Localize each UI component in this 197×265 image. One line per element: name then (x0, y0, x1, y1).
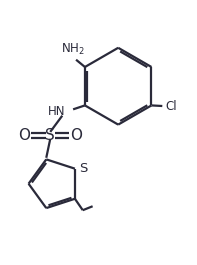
Text: S: S (79, 162, 88, 175)
Text: O: O (18, 128, 30, 143)
Text: Cl: Cl (165, 100, 177, 113)
Text: O: O (71, 128, 82, 143)
Text: S: S (45, 128, 55, 143)
Text: NH$_2$: NH$_2$ (61, 42, 85, 57)
Text: HN: HN (48, 105, 65, 118)
